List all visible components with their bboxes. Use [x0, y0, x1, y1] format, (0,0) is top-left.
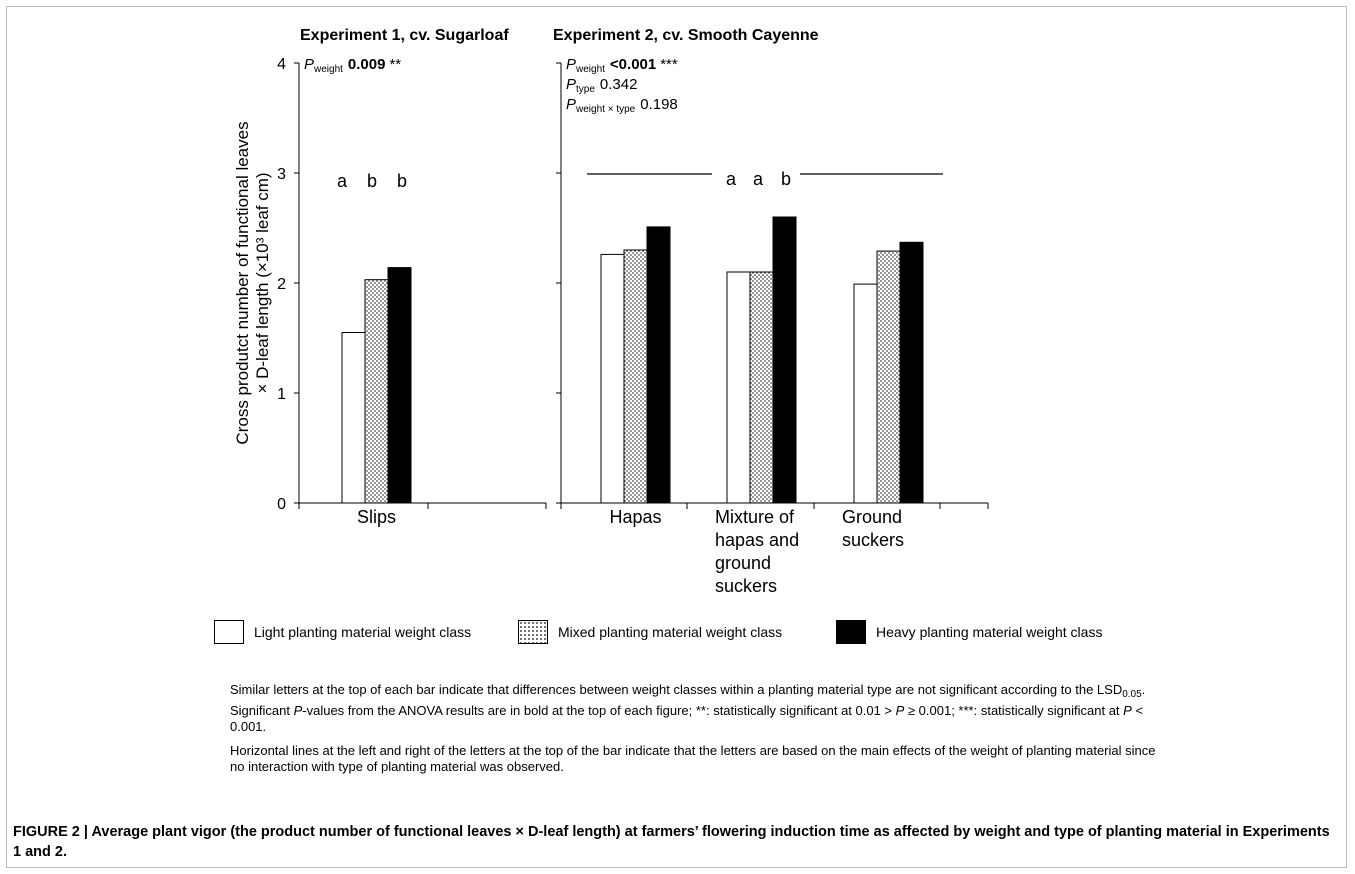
x-category-label: suckers	[842, 530, 904, 550]
bar-panel2-series2-2	[876, 250, 901, 504]
bar-panel2-series2-1	[749, 271, 774, 504]
panel1-title: Experiment 1, cv. Sugarloaf	[300, 27, 509, 44]
significance-letter: b	[367, 171, 377, 191]
legend: Light planting material weight class Mix…	[214, 620, 1214, 650]
y-tick-label: 3	[277, 166, 286, 183]
p-value-weight: Pweight 0.009 **	[304, 56, 401, 75]
y-tick-label: 1	[277, 386, 286, 403]
significance-letter: a	[337, 171, 348, 191]
x-category-label: hapas and	[715, 530, 799, 550]
x-category-label: Mixture of	[715, 507, 795, 527]
significance-letter: b	[397, 171, 407, 191]
bar-panel2-series3-2	[899, 241, 924, 504]
y-tick-label: 2	[277, 276, 286, 293]
legend-label-mixed: Mixed planting material weight class	[558, 624, 783, 640]
bar-panel2-series1-0	[600, 253, 625, 504]
bar-panel2-series2-0	[623, 249, 648, 504]
bar-panel2-series3-1	[772, 216, 797, 504]
significance-letter: a	[753, 169, 764, 189]
bar-panel1-series2-0	[364, 279, 389, 504]
y-tick-label: 4	[277, 56, 286, 73]
p-value-type: Ptype 0.342	[566, 76, 637, 95]
caption-label: FIGURE 2 |	[13, 824, 92, 840]
bars-layer	[341, 216, 924, 504]
legend-item-heavy: Heavy planting material weight class	[836, 620, 1102, 644]
bar-panel2-series3-0	[646, 226, 671, 504]
p-value-weight: Pweight <0.001 ***	[566, 56, 678, 75]
bar-panel1-series3-0	[387, 267, 412, 504]
legend-swatch-heavy	[836, 620, 866, 644]
x-category-label: Hapas	[609, 507, 661, 527]
y-axis-label-line2: × D-leaf length (×10³ leaf cm)	[253, 172, 272, 393]
figure-frame	[6, 6, 1347, 868]
legend-swatch-mixed	[518, 620, 548, 644]
note-lines: Horizontal lines at the left and right o…	[230, 743, 1156, 774]
bar-panel1-series1-0	[341, 332, 366, 504]
panel2-title: Experiment 2, cv. Smooth Cayenne	[553, 27, 819, 44]
legend-item-mixed: Mixed planting material weight class	[518, 620, 782, 644]
figure-notes: Similar letters at the top of each bar i…	[230, 682, 1160, 783]
legend-label-heavy: Heavy planting material weight class	[876, 624, 1103, 640]
y-axis-label: Cross produtct number of functional leav…	[233, 121, 272, 444]
significance-letter: a	[726, 169, 737, 189]
x-category-label: Slips	[357, 507, 396, 527]
caption-text: Average plant vigor (the product number …	[13, 824, 1330, 860]
figure-caption: FIGURE 2 | Average plant vigor (the prod…	[13, 822, 1338, 862]
legend-swatch-light	[214, 620, 244, 644]
x-category-label: ground	[715, 553, 771, 573]
significance-letter: b	[781, 169, 791, 189]
p-value-weight-type: Pweight × type 0.198	[566, 96, 678, 115]
y-axis-label-line1: Cross produtct number of functional leav…	[233, 121, 252, 444]
bar-panel2-series1-1	[726, 271, 751, 504]
x-category-label: Ground	[842, 507, 902, 527]
y-tick-label: 0	[277, 496, 286, 513]
x-category-label: suckers	[715, 576, 777, 596]
legend-label-light: Light planting material weight class	[254, 624, 472, 640]
note-letters: Similar letters at the top of each bar i…	[230, 682, 1146, 734]
legend-item-light: Light planting material weight class	[214, 620, 471, 644]
bar-panel2-series1-2	[853, 283, 878, 504]
